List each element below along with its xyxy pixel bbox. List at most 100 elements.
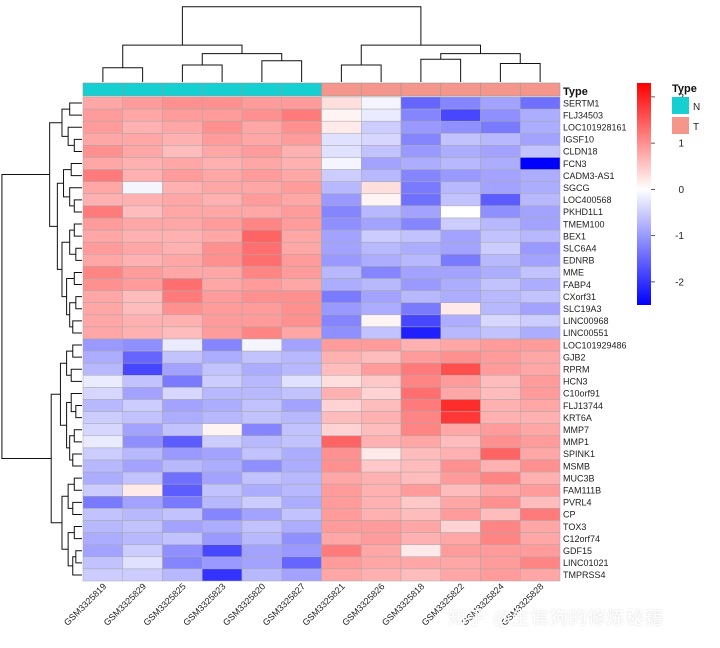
heatmap-cell: [162, 350, 203, 364]
annotation-cell: [519, 82, 561, 97]
heatmap-cell: [122, 181, 163, 195]
heatmap-cell: [480, 278, 521, 291]
heatmap-cell: [241, 302, 282, 316]
heatmap-cell: [202, 278, 243, 291]
heatmap-cell: [321, 375, 362, 388]
dendrogram-branch: [499, 63, 541, 82]
heatmap-cell: [281, 338, 322, 352]
color-bar-tick-label: -1: [675, 231, 684, 242]
heatmap-cell: [361, 459, 402, 473]
heatmap-cell: [400, 278, 441, 291]
heatmap-cell: [400, 145, 441, 158]
heatmap-cell: [241, 350, 282, 364]
heatmap-cell: [520, 508, 561, 521]
dendrogram-branch: [66, 402, 72, 449]
heatmap-cell: [321, 447, 362, 461]
heatmap-cell: [82, 411, 123, 424]
heatmap-cell: [82, 145, 123, 158]
heatmap-cell: [82, 459, 123, 473]
heatmap-cell: [361, 520, 402, 533]
heatmap-cell: [440, 326, 481, 340]
dendrogram-branch: [1, 174, 52, 459]
dendrogram-branch: [73, 477, 82, 491]
heatmap-cell: [241, 532, 282, 545]
heatmap-cell: [440, 241, 481, 255]
heatmap-cell: [321, 387, 362, 400]
dendrogram-branch: [75, 405, 82, 419]
heatmap-cell: [122, 217, 163, 231]
heatmap-cell: [241, 471, 282, 485]
heatmap-cell: [361, 435, 402, 449]
heatmap-cell: [122, 350, 163, 364]
heatmap-cell: [202, 568, 243, 582]
heatmap-cell: [520, 496, 561, 509]
heatmap-cell: [440, 496, 481, 509]
heatmap-cell: [480, 314, 521, 328]
heatmap-cell: [281, 532, 322, 545]
heatmap-cell: [321, 483, 362, 497]
row-dendrogram: [1, 102, 82, 576]
heatmap-cell: [520, 556, 561, 570]
heatmap-cell: [400, 496, 441, 509]
heatmap-cell: [361, 254, 402, 267]
dendrogram-branch: [440, 53, 521, 64]
dendrogram-branch: [61, 241, 70, 298]
heatmap-cell: [241, 133, 282, 146]
heatmap-cell: [361, 96, 402, 110]
heatmap-cell: [321, 508, 362, 521]
heatmap-cell: [281, 375, 322, 388]
heatmap-cell: [361, 496, 402, 509]
heatmap-cell: [520, 338, 561, 352]
heatmap-cell: [162, 508, 203, 521]
heatmap-cell: [82, 483, 123, 497]
heatmap-cell: [480, 483, 521, 497]
dendrogram-branch: [72, 453, 82, 467]
heatmap-cell: [162, 544, 203, 558]
heatmap-cell: [82, 108, 123, 122]
heatmap-cell: [400, 362, 441, 376]
heatmap-cell: [480, 568, 521, 582]
dendrogram-branch: [122, 44, 243, 68]
dendrogram-branch: [49, 122, 62, 227]
heatmap-cell: [281, 217, 322, 231]
heatmap-cell: [82, 229, 123, 243]
row-label: KRT6A: [563, 413, 592, 423]
heatmap-cell: [480, 375, 521, 388]
heatmap-cell: [321, 266, 362, 279]
heatmap-cell: [82, 241, 123, 255]
heatmap-cell: [202, 120, 243, 134]
heatmap-cell: [361, 229, 402, 243]
heatmap-cell: [241, 108, 282, 122]
heatmap-cell: [82, 362, 123, 376]
heatmap-cell: [440, 375, 481, 388]
heatmap-cell: [202, 241, 243, 255]
heatmap-cell: [202, 338, 243, 352]
dendrogram-branch: [56, 182, 64, 270]
dendrogram-branch: [61, 495, 69, 550]
heatmap-cell: [520, 326, 561, 340]
heatmap-cell: [281, 508, 322, 521]
heatmap-cell: [281, 254, 322, 267]
annotation-cell: [440, 82, 481, 97]
heatmap-cell: [202, 532, 243, 545]
heatmap-cell: [241, 96, 282, 110]
row-label: HCN3: [563, 377, 588, 387]
heatmap-cell: [480, 217, 521, 231]
row-label: EDNRB: [563, 256, 595, 266]
heatmap-cell: [281, 447, 322, 461]
heatmap-cell: [122, 266, 163, 279]
heatmap-cell: [480, 520, 521, 533]
heatmap-cell: [202, 459, 243, 473]
heatmap-cell: [400, 375, 441, 388]
heatmap-cell: [202, 435, 243, 449]
heatmap-cell: [202, 193, 243, 207]
dendrogram-branch: [73, 223, 82, 237]
heatmap-cell: [480, 447, 521, 461]
row-label: PKHD1L1: [563, 207, 603, 217]
heatmap-cell: [520, 375, 561, 388]
heatmap-cell: [82, 266, 123, 279]
heatmap-cell: [281, 229, 322, 243]
heatmap-cell: [400, 254, 441, 267]
heatmap-cell: [241, 229, 282, 243]
heatmap-cell: [400, 290, 441, 303]
